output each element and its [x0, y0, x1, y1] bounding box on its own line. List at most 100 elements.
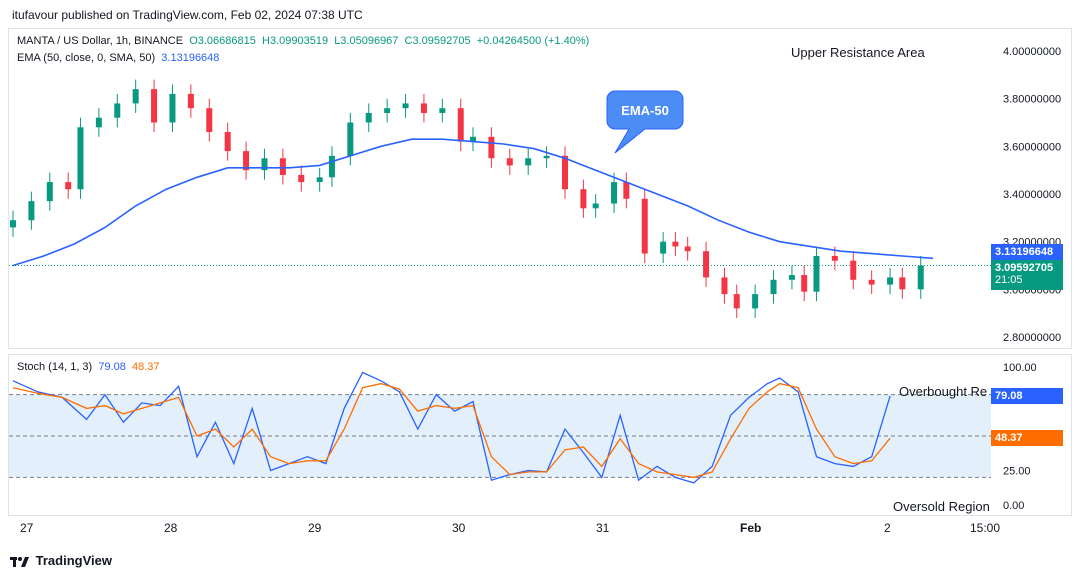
- price-tick-label: 3.80000000: [1003, 94, 1061, 106]
- candle-body: [770, 279, 777, 295]
- ema-legend[interactable]: EMA (50, close, 0, SMA, 50) 3.13196648: [17, 52, 219, 64]
- ema-50-line: [12, 138, 934, 267]
- time-tick-label[interactable]: 15:00: [970, 521, 1000, 535]
- stoch-legend[interactable]: Stoch (14, 1, 3) 79.08 48.37: [17, 361, 160, 373]
- publish-credit: itufavour published on TradingView.com, …: [12, 8, 363, 22]
- candle-body: [899, 277, 906, 290]
- candle-body: [752, 294, 759, 309]
- time-tick-label[interactable]: Feb: [740, 521, 761, 535]
- candle-body: [721, 277, 728, 295]
- stoch-panel[interactable]: 100.00 25.00 0.00 Stoch (14, 1, 3) 79.08 4…: [8, 354, 1072, 516]
- candle-body: [243, 151, 250, 171]
- price-tick-label: 3.40000000: [1003, 189, 1061, 201]
- candle-body: [439, 108, 446, 113]
- stoch-tick-label: 0.00: [1003, 500, 1024, 512]
- candle-body: [592, 203, 599, 209]
- symbol-name[interactable]: MANTA / US Dollar, 1h, BINANCE: [17, 35, 184, 47]
- candle-body: [328, 155, 335, 178]
- candle-body: [187, 93, 194, 109]
- candle-body: [384, 108, 391, 113]
- price-tick-label: 4.00000000: [1003, 46, 1061, 58]
- symbol-legend: MANTA / US Dollar, 1h, BINANCE O3.066868…: [17, 35, 589, 47]
- candle-body: [660, 241, 667, 254]
- price-panel[interactable]: 4.00000000 3.80000000 3.60000000 3.40000000…: [8, 28, 1072, 349]
- ema-label: EMA (50, close, 0, SMA, 50): [17, 52, 156, 64]
- candle-body: [703, 251, 710, 278]
- candle-body: [65, 182, 72, 190]
- stoch-k-value: 79.08: [98, 361, 126, 373]
- close-value: C3.09592705: [404, 35, 471, 47]
- candle-body: [580, 189, 587, 209]
- candle-body: [279, 158, 286, 175]
- bar-countdown: 21:05: [995, 274, 1023, 286]
- time-tick-label[interactable]: 28: [164, 521, 178, 535]
- stoch-k-tag: 79.08: [991, 388, 1063, 404]
- ema-value: 3.13196648: [161, 52, 220, 64]
- stoch-d-line: [12, 382, 891, 479]
- time-tick-label[interactable]: 2: [884, 521, 891, 535]
- candle-body: [298, 174, 305, 183]
- candle-body: [831, 255, 838, 261]
- stoch-label: Stoch (14, 1, 3): [17, 361, 93, 373]
- candle-body: [46, 182, 53, 202]
- candle-body: [206, 108, 213, 133]
- candle-body: [347, 122, 354, 156]
- candle-body: [641, 198, 648, 254]
- low-value: L3.05096967: [334, 35, 399, 47]
- stoch-d-value: 48.37: [132, 361, 160, 373]
- candle-body: [365, 112, 372, 123]
- candle-body: [611, 182, 618, 204]
- last-price-value: 3.09592705: [995, 262, 1054, 274]
- stoch-tick-label: 25.00: [1003, 466, 1031, 478]
- candle-body: [887, 277, 894, 285]
- candle-body: [261, 158, 268, 171]
- candle-body: [151, 89, 158, 123]
- candle-body: [95, 117, 102, 128]
- candle-body: [917, 265, 924, 290]
- candle-body: [132, 89, 139, 104]
- time-axis[interactable]: 27 28 29 30 31 Feb 2 15:00: [8, 518, 1072, 538]
- candle-body: [169, 93, 176, 123]
- candle-body: [850, 260, 857, 280]
- ema-price-tag: 3.13196648: [991, 244, 1063, 260]
- stoch-tick-label: 100.00: [1003, 362, 1037, 374]
- last-price-tag: 3.09592705 21:05: [991, 260, 1063, 290]
- upper-resistance-label: Upper Resistance Area: [791, 45, 925, 60]
- candle-body: [623, 182, 630, 199]
- change-value: +0.04264500 (+1.40%): [476, 35, 590, 47]
- candle-body: [525, 158, 532, 166]
- footer-text: TradingView: [35, 553, 112, 568]
- price-tick-label: 3.60000000: [1003, 141, 1061, 153]
- candle-body: [77, 127, 84, 190]
- candle-body: [10, 220, 16, 228]
- time-tick-label[interactable]: 29: [308, 521, 322, 535]
- candle-body: [402, 103, 409, 109]
- candle-body: [420, 103, 427, 113]
- time-tick-label[interactable]: 30: [452, 521, 466, 535]
- stoch-chart: 100.00 25.00 0.00: [9, 362, 1037, 512]
- candle-body: [470, 136, 476, 142]
- candle-body: [672, 241, 679, 247]
- ema-callout: EMA-50: [606, 90, 684, 154]
- stoch-d-tag: 48.37: [991, 430, 1063, 446]
- ema-callout-text: EMA-50: [621, 103, 669, 118]
- candle-body: [506, 158, 513, 166]
- ema-callout-bubble: [606, 90, 684, 154]
- candle-body: [28, 201, 35, 221]
- candle-body: [488, 136, 495, 159]
- candle-body: [457, 108, 464, 142]
- candle-body: [562, 155, 568, 190]
- tradingview-logo-icon: [10, 556, 29, 567]
- open-value: O3.06686815: [189, 35, 256, 47]
- time-tick-label[interactable]: 31: [596, 521, 610, 535]
- candle-body: [316, 177, 323, 183]
- candle-body: [813, 255, 820, 292]
- candle-body: [801, 275, 808, 292]
- time-tick-label[interactable]: 27: [20, 521, 34, 535]
- tradingview-logo: TradingView: [10, 553, 112, 568]
- candle-body: [868, 279, 875, 285]
- candle-body: [224, 132, 231, 152]
- oversold-label: Oversold Region: [893, 499, 990, 514]
- high-value: H3.09903519: [262, 35, 329, 47]
- price-tick-label: 2.80000000: [1003, 332, 1061, 344]
